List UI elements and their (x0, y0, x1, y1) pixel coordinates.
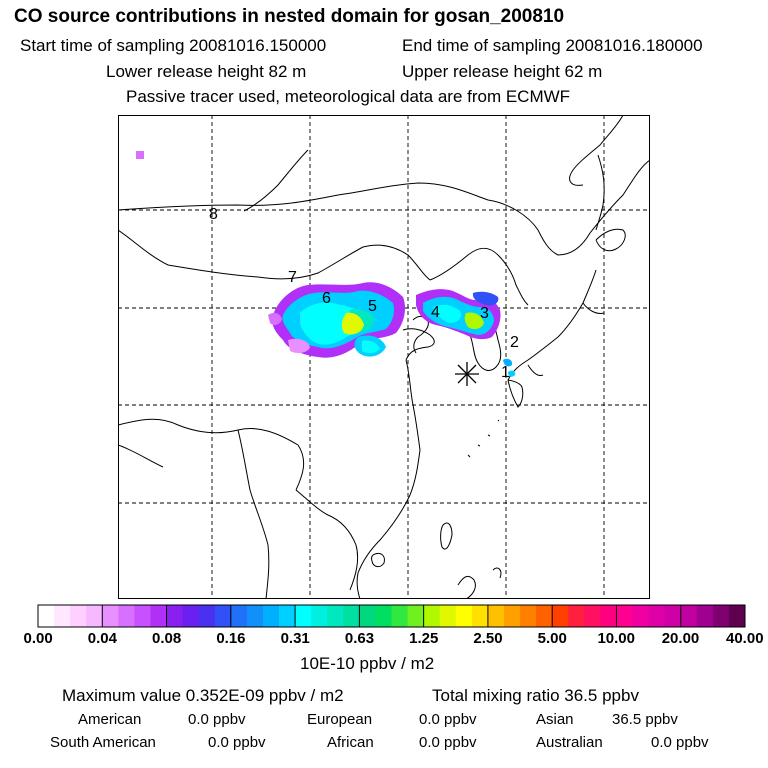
color-scale-swatch (86, 605, 103, 627)
color-scale-units: 10E-10 ppbv / m2 (300, 654, 435, 673)
color-scale-swatch (54, 605, 71, 627)
maximum-value-text: Maximum value 0.352E-09 ppbv / m2 (62, 686, 344, 705)
color-scale-swatch (134, 605, 151, 627)
south-american-label: South American (50, 734, 156, 751)
color-scale-swatch (712, 605, 730, 627)
color-scale-swatch (38, 605, 55, 627)
african-label: African (327, 734, 374, 751)
receptor-asterisk-marker (455, 362, 479, 386)
american-label: American (78, 711, 142, 728)
color-scale-swatch (568, 605, 585, 627)
region-label-2: 2 (510, 334, 519, 351)
asian-value: 36.5 ppbv (612, 711, 678, 728)
color-scale-swatch (439, 605, 457, 627)
color-scale-swatch (214, 605, 232, 627)
end-time-text: End time of sampling 20081016.180000 (402, 36, 703, 55)
color-scale-swatch (359, 605, 376, 627)
color-scale-swatch (70, 605, 87, 627)
map-panel: 1 2 3 4 5 6 7 8 (118, 115, 650, 599)
color-scale-swatch (375, 605, 392, 627)
color-scale-tick-label: 0.31 (280, 630, 310, 647)
region-label-6: 6 (322, 290, 331, 307)
color-scale-swatch (327, 605, 344, 627)
african-value: 0.0 ppbv (419, 734, 477, 751)
color-scale-swatch (391, 605, 409, 627)
region-label-3: 3 (480, 305, 489, 322)
color-scale-swatch (616, 605, 634, 627)
color-scale-swatch (102, 605, 119, 627)
color-scale-tick-label: 5.00 (537, 630, 567, 647)
color-scale-swatch (520, 605, 537, 627)
total-mixing-ratio-text: Total mixing ratio 36.5 ppbv (432, 686, 639, 705)
region-label-1: 1 (501, 364, 510, 381)
color-scale-tick-label: 1.25 (409, 630, 439, 647)
color-scale-swatch (632, 605, 650, 627)
australian-value: 0.0 ppbv (651, 734, 709, 751)
upper-release-height-text: Upper release height 62 m (402, 62, 603, 81)
color-scale-tick-label: 40.00 (726, 630, 764, 647)
color-scale-swatch (246, 605, 264, 627)
color-scale-swatch (230, 605, 248, 627)
color-scale-swatch (487, 605, 505, 627)
color-scale-swatch (455, 605, 473, 627)
color-scale-tick-label: 0.08 (152, 630, 182, 647)
map-svg: 1 2 3 4 5 6 7 8 (118, 115, 650, 599)
color-scale-swatch (295, 605, 312, 627)
european-label: European (307, 711, 373, 728)
color-scale-tick-label: 0.00 (23, 630, 53, 647)
color-scale-swatch (696, 605, 714, 627)
color-scale-swatch (552, 605, 569, 627)
color-scale-swatch (664, 605, 682, 627)
color-scale-swatch (150, 605, 168, 627)
region-label-5: 5 (368, 298, 377, 315)
color-scale-swatch (182, 605, 200, 627)
color-scale-swatch (279, 605, 296, 627)
color-scale-tick-label: 0.16 (216, 630, 246, 647)
south-american-value: 0.0 ppbv (208, 734, 266, 751)
color-scale-swatch (166, 605, 184, 627)
asian-label: Asian (536, 711, 574, 728)
coastlines (118, 115, 650, 599)
color-scale-swatch (471, 605, 489, 627)
color-scale-frame (37, 604, 746, 628)
color-scale-swatch (343, 605, 360, 627)
color-scale-swatch (680, 605, 698, 627)
european-value: 0.0 ppbv (419, 711, 477, 728)
map-title: CO source contributions in nested domain… (14, 6, 565, 27)
region-label-4: 4 (431, 304, 440, 321)
region-label-7: 7 (288, 269, 297, 286)
color-scale-swatch (728, 605, 746, 627)
color-scale-swatch (423, 605, 441, 627)
australian-label: Australian (536, 734, 603, 751)
color-scale-swatch (262, 605, 280, 627)
color-scale-tick-label: 0.04 (87, 630, 117, 647)
lower-release-height-text: Lower release height 82 m (106, 62, 307, 81)
color-scale-swatch (600, 605, 617, 627)
color-scale-swatch (118, 605, 135, 627)
map-frame (118, 115, 650, 599)
color-scale-swatch (536, 605, 553, 627)
color-scale (0, 600, 768, 660)
color-scale-tick-label: 20.00 (661, 630, 700, 647)
color-scale-swatch (407, 605, 425, 627)
contribution-field (136, 151, 516, 377)
color-scale-swatch (584, 605, 601, 627)
color-scale-swatch (503, 605, 521, 627)
color-scale-swatch (198, 605, 216, 627)
color-scale-tick-label: 2.50 (473, 630, 503, 647)
american-value: 0.0 ppbv (188, 711, 246, 728)
color-scale-bar (37, 604, 746, 628)
color-scale-swatch (648, 605, 666, 627)
color-scale-tick-label: 0.63 (344, 630, 375, 647)
start-time-text: Start time of sampling 20081016.150000 (20, 36, 327, 55)
region-labels: 1 2 3 4 5 6 7 8 (209, 206, 519, 381)
tracer-note-text: Passive tracer used, meteorological data… (126, 87, 571, 106)
color-scale-swatch (311, 605, 328, 627)
color-scale-tick-label: 10.00 (597, 630, 635, 647)
region-label-8: 8 (209, 206, 218, 223)
